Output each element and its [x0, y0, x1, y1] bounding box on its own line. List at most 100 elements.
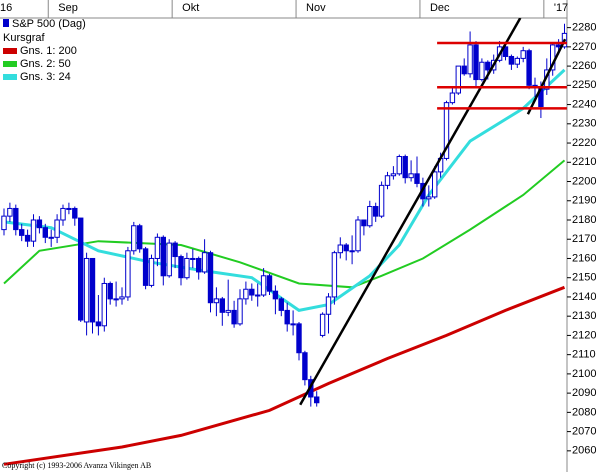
candle-body — [367, 206, 373, 227]
candle-body — [207, 252, 214, 304]
candle-body — [284, 309, 290, 325]
y-tick-label: 2260 — [572, 60, 596, 72]
candle-body — [390, 173, 397, 177]
annotation-line — [299, 18, 522, 406]
candle-body — [30, 219, 37, 242]
candle-body — [95, 321, 102, 327]
candle-body — [426, 196, 432, 200]
candle-body — [60, 207, 66, 221]
y-tick-label: 2170 — [572, 233, 596, 245]
x-tick-label: '17 — [554, 2, 568, 14]
y-tick-label: 2270 — [572, 41, 596, 53]
candle-body — [479, 61, 485, 81]
candle-body — [408, 173, 414, 179]
candle-body — [260, 275, 267, 296]
candle-body — [72, 207, 78, 219]
candle-body — [172, 242, 178, 258]
candle-body — [272, 290, 279, 300]
x-tick-label: 16 — [0, 2, 12, 14]
y-tick-label: 2190 — [572, 195, 596, 207]
x-tick-label: Nov — [306, 2, 326, 14]
candle-body — [66, 207, 72, 210]
candle-body — [137, 225, 143, 250]
y-tick-label: 2250 — [572, 79, 596, 91]
candle-body — [19, 229, 25, 236]
candle-body — [24, 234, 31, 242]
candle-body — [13, 207, 19, 231]
candle-body — [213, 298, 220, 304]
candle-body — [83, 257, 90, 323]
y-tick-label: 2080 — [572, 406, 596, 418]
candle-body — [432, 171, 438, 198]
candle-body — [131, 225, 137, 252]
legend-swatch — [3, 61, 17, 67]
candle-body — [384, 175, 391, 186]
y-tick-label: 2240 — [572, 98, 596, 110]
candle-body — [125, 250, 131, 298]
candle-body — [296, 323, 302, 354]
candle-body — [184, 257, 190, 279]
candle-body — [337, 244, 344, 254]
candle-body — [455, 65, 462, 94]
y-tick-label: 2180 — [572, 214, 596, 226]
candle-body — [290, 323, 296, 326]
candle-body — [237, 298, 243, 325]
candle-body — [361, 219, 367, 227]
legend-swatch — [3, 48, 17, 54]
candle-body — [107, 282, 113, 300]
candle-body — [78, 217, 84, 321]
candle-body — [266, 275, 273, 292]
candle-body — [166, 242, 172, 277]
legend-label: Gns. 3: 24 — [20, 71, 71, 83]
candle-body — [201, 252, 208, 273]
candle-body — [461, 65, 467, 75]
candle-body — [225, 309, 231, 313]
annotation-line — [526, 38, 567, 115]
candle-body — [255, 294, 261, 297]
candle-body — [414, 173, 420, 184]
candle-body — [331, 252, 338, 298]
candle-body — [249, 288, 255, 296]
candle-body — [402, 156, 408, 179]
candle-body — [373, 206, 379, 217]
candle-body — [396, 156, 403, 175]
candle-body — [7, 207, 13, 217]
moving-average-line — [3, 159, 566, 289]
candle-body — [319, 313, 326, 336]
candle-body — [349, 250, 355, 253]
legend-swatch — [3, 19, 9, 27]
candle-body — [314, 396, 320, 404]
candle-body — [178, 256, 184, 279]
candle-body — [378, 184, 385, 217]
candle-body — [113, 298, 119, 301]
candle-body — [160, 236, 167, 277]
legend-label: Gns. 2: 50 — [20, 58, 71, 70]
legend-title: Kursgraf — [3, 32, 46, 44]
y-tick-label: 2060 — [572, 445, 596, 457]
candle-body — [101, 282, 107, 327]
candle-body — [54, 219, 60, 238]
y-tick-label: 2150 — [572, 272, 596, 284]
candle-body — [508, 55, 515, 65]
moving-average-line — [3, 68, 566, 312]
candle-body — [243, 288, 249, 300]
x-tick-label: Okt — [182, 2, 199, 14]
y-tick-label: 2280 — [572, 22, 596, 34]
y-tick-label: 2140 — [572, 291, 596, 303]
y-tick-label: 2160 — [572, 252, 596, 264]
candle-body — [443, 102, 450, 159]
candle-body — [148, 257, 155, 286]
candle-body — [142, 248, 149, 286]
candle-body — [449, 92, 456, 104]
y-tick-label: 2130 — [572, 310, 596, 322]
candle-body — [325, 296, 332, 315]
candle-body — [514, 57, 520, 65]
x-tick-label: Dec — [430, 2, 450, 14]
candle-body — [219, 298, 226, 313]
moving-average-line — [3, 285, 566, 466]
candle-body — [119, 296, 125, 300]
candle-body — [467, 44, 473, 75]
